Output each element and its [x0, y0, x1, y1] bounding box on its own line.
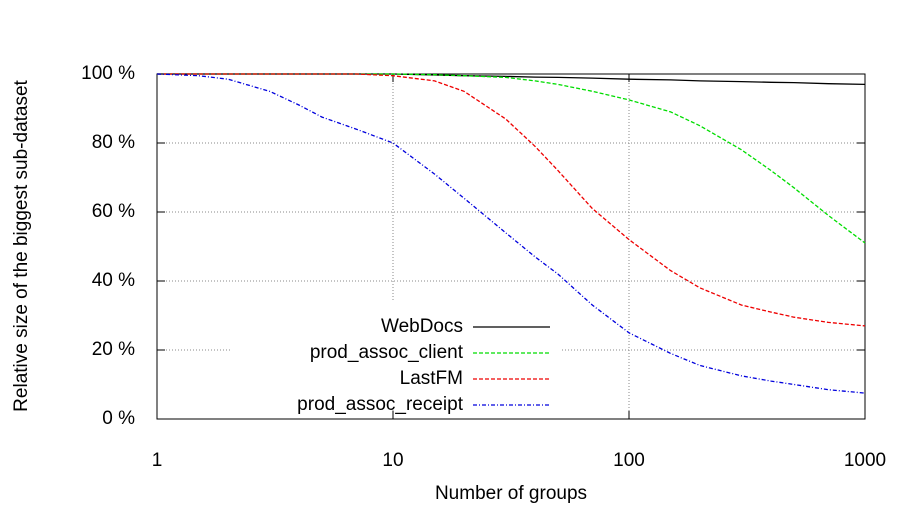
x-tick-label: 1000 [844, 450, 886, 471]
x-tick-label: 1 [152, 450, 163, 471]
y-tick-label: 0 % [102, 408, 135, 429]
legend-label: LastFM [400, 368, 463, 389]
legend-label: prod_assoc_receipt [297, 394, 464, 415]
x-axis-label: Number of groups [435, 483, 587, 504]
plot-frame [156, 73, 866, 420]
series-line [157, 73, 866, 86]
series-line [157, 73, 866, 327]
x-tick-label: 100 [613, 450, 645, 471]
series-line [157, 73, 866, 244]
x-tick-label: 10 [382, 450, 403, 471]
legend-label: prod_assoc_client [310, 342, 464, 363]
y-tick-label: 60 % [92, 201, 135, 222]
y-tick-label: 100 % [81, 63, 135, 84]
legend-label: WebDocs [381, 316, 463, 337]
y-tick-label: 80 % [92, 132, 135, 153]
series-line [156, 73, 866, 394]
y-axis-label: Relative size of the biggest sub-dataset [11, 79, 32, 411]
y-tick-label: 40 % [92, 270, 135, 291]
legend-background [230, 302, 560, 410]
y-tick-label: 20 % [92, 339, 135, 360]
